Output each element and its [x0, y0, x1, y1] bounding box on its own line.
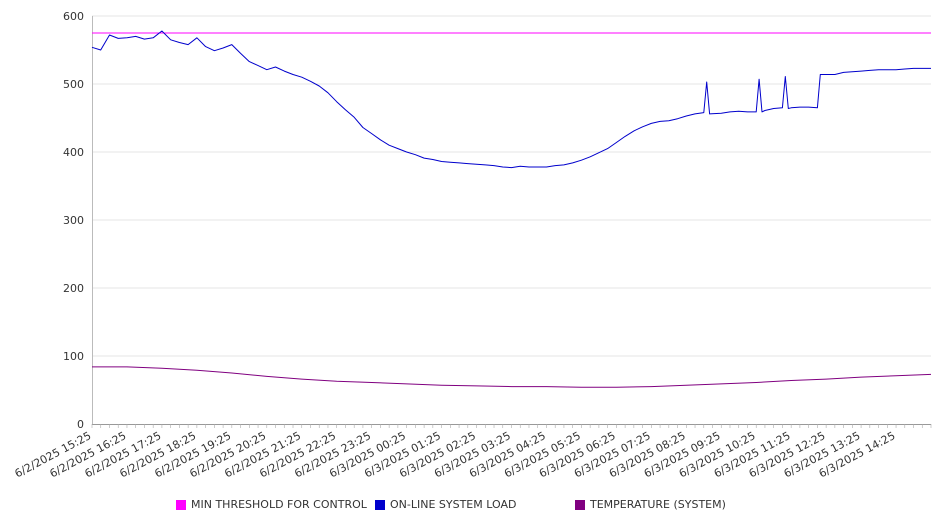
legend: MIN THRESHOLD FOR CONTROL ON-LINE SYSTEM… — [0, 498, 946, 514]
legend-swatch-system-load — [375, 499, 385, 510]
legend-swatch-min-threshold — [176, 499, 186, 510]
y-tick-label: 600 — [63, 10, 84, 23]
legend-item-system-load[interactable]: ON-LINE SYSTEM LOAD — [375, 498, 516, 511]
legend-label-system-load: ON-LINE SYSTEM LOAD — [390, 498, 517, 511]
y-tick-label: 200 — [63, 282, 84, 295]
y-tick-label: 0 — [77, 418, 84, 431]
legend-item-temperature[interactable]: TEMPERATURE (SYSTEM) — [575, 498, 726, 511]
y-tick-label: 300 — [63, 214, 84, 227]
y-tick-label: 100 — [63, 350, 84, 363]
legend-label-min-threshold: MIN THRESHOLD FOR CONTROL — [191, 498, 367, 511]
legend-item-min-threshold[interactable]: MIN THRESHOLD FOR CONTROL — [176, 498, 367, 511]
y-tick-label: 400 — [63, 146, 84, 159]
series-line-2 — [92, 366, 932, 388]
legend-label-temperature: TEMPERATURE (SYSTEM) — [590, 498, 726, 511]
series-line-1 — [91, 30, 931, 169]
legend-swatch-temperature — [575, 499, 585, 510]
y-tick-label: 500 — [63, 78, 84, 91]
